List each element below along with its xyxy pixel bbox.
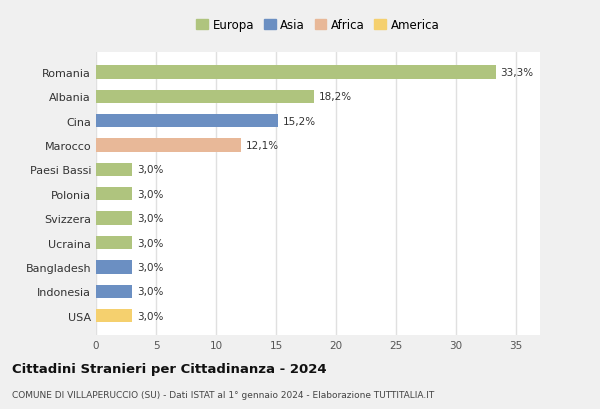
Text: 3,0%: 3,0% xyxy=(137,165,163,175)
Text: 3,0%: 3,0% xyxy=(137,262,163,272)
Bar xyxy=(96,163,132,177)
Bar xyxy=(96,66,496,79)
Text: 15,2%: 15,2% xyxy=(283,116,316,126)
Bar xyxy=(96,212,132,225)
Text: 3,0%: 3,0% xyxy=(137,189,163,199)
Text: 18,2%: 18,2% xyxy=(319,92,352,102)
Text: 3,0%: 3,0% xyxy=(137,238,163,248)
Text: 3,0%: 3,0% xyxy=(137,311,163,321)
Text: 3,0%: 3,0% xyxy=(137,213,163,224)
Text: Cittadini Stranieri per Cittadinanza - 2024: Cittadini Stranieri per Cittadinanza - 2… xyxy=(12,362,326,375)
Bar xyxy=(96,188,132,201)
Bar xyxy=(96,261,132,274)
Bar xyxy=(96,115,278,128)
Bar xyxy=(96,285,132,298)
Bar xyxy=(96,309,132,323)
Bar xyxy=(96,139,241,152)
Text: COMUNE DI VILLAPERUCCIO (SU) - Dati ISTAT al 1° gennaio 2024 - Elaborazione TUTT: COMUNE DI VILLAPERUCCIO (SU) - Dati ISTA… xyxy=(12,390,434,399)
Text: 3,0%: 3,0% xyxy=(137,287,163,297)
Legend: Europa, Asia, Africa, America: Europa, Asia, Africa, America xyxy=(194,17,442,34)
Bar xyxy=(96,236,132,249)
Text: 12,1%: 12,1% xyxy=(246,141,279,151)
Text: 33,3%: 33,3% xyxy=(500,68,533,78)
Bar xyxy=(96,90,314,104)
